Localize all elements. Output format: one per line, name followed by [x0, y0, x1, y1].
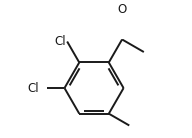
- Text: O: O: [118, 2, 127, 16]
- Text: Cl: Cl: [55, 35, 66, 48]
- Text: Cl: Cl: [28, 82, 40, 95]
